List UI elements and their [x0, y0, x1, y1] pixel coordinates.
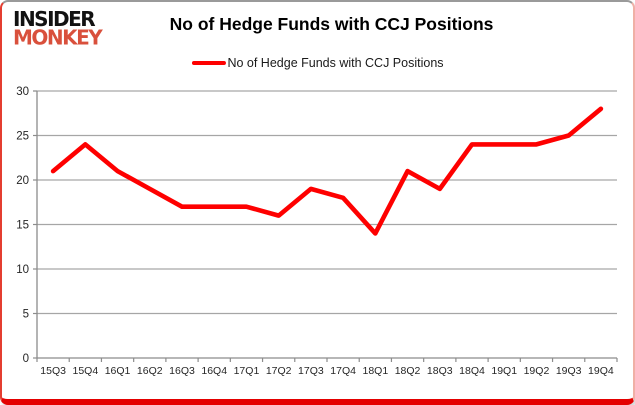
line-chart: 0 5 10 15 20 25 30 15Q3 15Q4 16Q1 16Q2 16Q3 16Q4 17Q1… — [16, 86, 618, 377]
y-tick-label: 0 — [23, 353, 29, 365]
x-tick-label: 19Q3 — [556, 365, 582, 377]
x-tick-label: 17Q3 — [298, 365, 324, 377]
x-tick-label: 16Q1 — [105, 365, 131, 377]
x-tick-label: 16Q3 — [169, 365, 195, 377]
x-tick-label: 19Q1 — [491, 365, 517, 377]
y-tick-label: 15 — [16, 220, 29, 232]
x-tick-label: 16Q2 — [137, 365, 163, 377]
legend-label: No of Hedge Funds with CCJ Positions — [227, 56, 444, 70]
legend: No of Hedge Funds with CCJ Positions — [191, 56, 444, 70]
insider-monkey-logo: INSIDER MONKEY — [13, 6, 103, 50]
x-tick-label: 17Q1 — [234, 365, 260, 377]
series-line — [50, 106, 604, 236]
x-tick-label: 15Q3 — [40, 365, 66, 377]
x-tick-label: 17Q2 — [266, 365, 292, 377]
y-tick-label: 10 — [16, 264, 29, 276]
x-tick-label: 16Q4 — [201, 365, 227, 377]
x-tick-label: 18Q4 — [459, 365, 485, 377]
x-tick-label: 17Q4 — [330, 365, 356, 377]
x-tick-label: 18Q2 — [395, 365, 421, 377]
x-tick-label: 19Q2 — [524, 365, 550, 377]
x-tick-label: 18Q1 — [362, 365, 388, 377]
y-tick-label: 5 — [23, 309, 29, 321]
legend-line-swatch — [191, 60, 226, 66]
x-tick-label: 19Q4 — [588, 365, 614, 377]
y-tick-label: 20 — [16, 175, 29, 187]
logo-text-monkey: MONKEY — [13, 25, 103, 50]
x-tick-label: 18Q3 — [427, 365, 453, 377]
y-tick-label: 30 — [16, 86, 29, 98]
y-tick-label: 25 — [16, 131, 29, 143]
logo-text-insider: INSIDER — [13, 6, 96, 32]
chart-title: No of Hedge Funds with CCJ Positions — [169, 14, 494, 34]
x-tick-label: 15Q4 — [72, 365, 98, 377]
